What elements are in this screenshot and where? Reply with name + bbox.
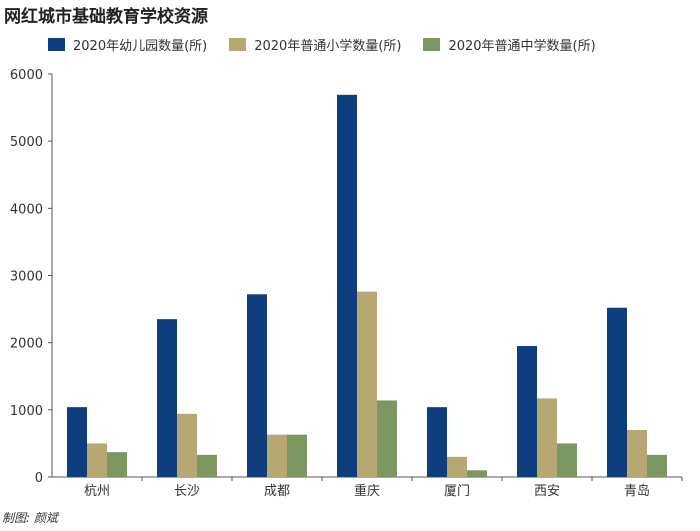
bar-3-2 xyxy=(377,400,397,477)
bar-1-2 xyxy=(197,454,217,477)
x-tick-label: 重庆 xyxy=(354,483,380,499)
bar-5-1 xyxy=(537,398,557,477)
bar-3-0 xyxy=(337,94,357,478)
bar-2-0 xyxy=(247,294,267,477)
bar-0-0 xyxy=(67,407,87,477)
y-tick-label: 1000 xyxy=(10,404,43,419)
legend-label-kindergarten: 2020年幼儿园数量(所) xyxy=(73,39,208,54)
bar-4-1 xyxy=(447,456,467,477)
x-tick-label: 长沙 xyxy=(174,484,200,499)
credit-text: 制图: 颜斌 xyxy=(2,511,58,525)
y-tick-label: 6000 xyxy=(10,68,43,83)
legend-item-kindergarten: 2020年幼儿园数量(所) xyxy=(48,35,207,54)
bar-0-2 xyxy=(107,452,127,477)
bar-0-1 xyxy=(87,443,107,477)
bar-6-2 xyxy=(647,454,667,477)
bar-3-1 xyxy=(357,291,377,477)
bar-2-1 xyxy=(267,434,287,477)
chart-title: 网红城市基础教育学校资源 xyxy=(4,7,208,27)
legend-item-primary: 2020年普通小学数量(所) xyxy=(229,35,401,54)
bar-6-1 xyxy=(627,429,647,477)
y-tick-label: 4000 xyxy=(10,202,43,217)
legend-swatch-secondary xyxy=(423,38,441,51)
x-tick-label: 成都 xyxy=(264,484,290,499)
bar-1-1 xyxy=(177,413,197,477)
y-tick-label: 2000 xyxy=(10,337,43,352)
bar-6-0 xyxy=(607,307,627,477)
x-tick-label: 青岛 xyxy=(624,483,650,499)
y-tick-label: 0 xyxy=(35,471,43,486)
bar-4-2 xyxy=(467,470,487,477)
y-tick-label: 3000 xyxy=(10,270,43,285)
x-tick-label: 杭州 xyxy=(84,484,110,499)
legend-item-secondary: 2020年普通中学数量(所) xyxy=(423,35,596,54)
bar-4-0 xyxy=(427,407,447,477)
bar-1-0 xyxy=(157,319,177,477)
legend-swatch-kindergarten xyxy=(48,38,65,51)
x-tick-label: 厦门 xyxy=(444,484,470,499)
legend-swatch-primary xyxy=(229,38,247,51)
legend: 2020年幼儿园数量(所) 2020年普通小学数量(所) 2020年普通中学数量… xyxy=(48,35,618,54)
x-tick-label: 西安 xyxy=(534,484,560,499)
bar-2-2 xyxy=(287,434,307,477)
legend-label-secondary: 2020年普通中学数量(所) xyxy=(448,39,596,54)
bar-5-2 xyxy=(557,443,577,477)
legend-label-primary: 2020年普通小学数量(所) xyxy=(254,39,402,54)
y-tick-label: 5000 xyxy=(10,135,43,150)
bar-5-0 xyxy=(517,346,537,477)
